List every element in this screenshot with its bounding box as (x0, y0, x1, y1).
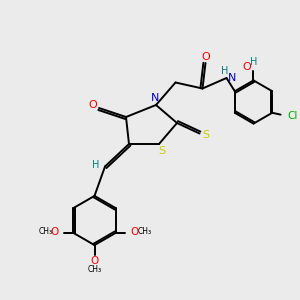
Text: S: S (158, 146, 166, 156)
Text: N: N (228, 73, 236, 83)
Text: O: O (201, 52, 210, 62)
Text: N: N (151, 93, 160, 103)
Text: O: O (90, 256, 99, 266)
Text: O: O (130, 227, 139, 237)
Text: O: O (50, 227, 58, 237)
Text: S: S (202, 130, 210, 140)
Text: O: O (88, 100, 97, 110)
Text: H: H (250, 57, 257, 68)
Text: H: H (221, 66, 229, 76)
Text: CH₃: CH₃ (38, 227, 52, 236)
Text: CH₃: CH₃ (138, 227, 152, 236)
Text: Cl: Cl (287, 111, 298, 122)
Text: O: O (242, 62, 251, 72)
Text: CH₃: CH₃ (87, 265, 102, 274)
Text: H: H (92, 160, 100, 170)
